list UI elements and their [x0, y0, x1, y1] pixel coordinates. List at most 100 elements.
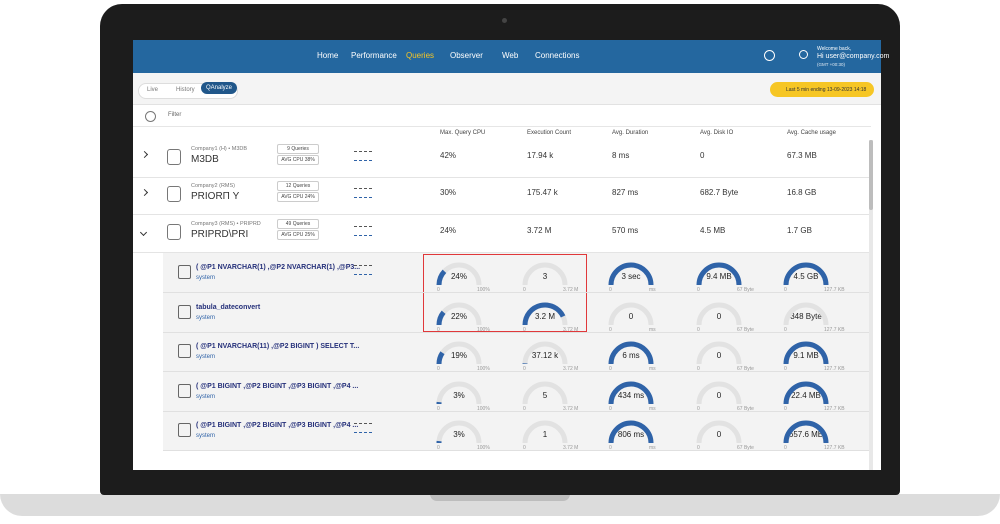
company-name: PRIPRD\PRI: [191, 229, 249, 240]
gauge-value: 19%: [450, 351, 467, 360]
gauge-min: 0: [784, 445, 787, 451]
gauge-min: 0: [784, 327, 787, 333]
query-user: system: [196, 394, 216, 400]
query-icon: [178, 423, 191, 437]
cell: 42%: [440, 151, 457, 160]
cell: 24%: [440, 226, 457, 235]
gauge-min: 0: [609, 445, 612, 451]
structure-icon: [354, 226, 372, 236]
nav-item[interactable]: Connections: [535, 51, 580, 60]
column-header[interactable]: Avg. Disk IO: [700, 130, 734, 136]
gauge-max: 67 Byte: [737, 327, 754, 333]
gauge-value: 6 ms: [622, 351, 640, 360]
gauge-min: 0: [697, 287, 700, 293]
row-divider: [163, 332, 871, 333]
gauge-value: 0: [716, 351, 722, 360]
gauge-max: 100%: [477, 406, 490, 412]
gauge-min: 0: [523, 406, 526, 412]
gauge-min: 0: [523, 366, 526, 372]
company-subtitle: Company1 (H) • M3DB: [191, 146, 248, 152]
row-divider: [163, 371, 871, 372]
gauge-max: 100%: [477, 445, 490, 451]
gauge-min: 0: [697, 327, 700, 333]
nav-item[interactable]: Performance: [351, 51, 397, 60]
gauge-min: 0: [697, 406, 700, 412]
nav-item[interactable]: Observer: [450, 51, 483, 60]
nav-item[interactable]: Queries: [406, 51, 435, 60]
gauge-value: 9.1 MB: [793, 351, 819, 360]
cell: 17.94 k: [527, 151, 554, 160]
gauge-value: 0: [716, 312, 722, 321]
gauge-max: 100%: [477, 366, 490, 372]
filter-label[interactable]: Filter: [168, 112, 182, 118]
gauge-min: 0: [523, 445, 526, 451]
gauge-max: 127.7 KB: [824, 287, 845, 293]
gauge-min: 0: [784, 287, 787, 293]
tab[interactable]: QAnalyze: [201, 82, 238, 94]
company-subtitle: Company2 (RMS): [191, 183, 236, 189]
gauge-max: 3.72 M: [563, 445, 579, 451]
query-text: ( @P1 BIGINT ,@P2 BIGINT ,@P3 BIGINT ,@P…: [196, 383, 359, 390]
company-name: M3DB: [191, 154, 219, 165]
column-header[interactable]: Avg. Cache usage: [787, 130, 836, 136]
column-header[interactable]: Execution Count: [527, 130, 572, 136]
cell: 30%: [440, 188, 457, 197]
db-icon: [167, 224, 181, 240]
user-greeting: Welcome back,: [817, 46, 852, 52]
gauge-max: ms: [649, 366, 656, 372]
date-pill[interactable]: [770, 82, 874, 97]
cpu-badge: AVG CPU 38%: [277, 155, 319, 165]
user-timezone: (GMT +00:30): [817, 62, 846, 67]
gauge-max: 3.72 M: [563, 406, 579, 412]
query-icon: [178, 344, 191, 358]
tab[interactable]: Live: [147, 87, 159, 93]
row-divider: [163, 450, 871, 451]
cell: 1.7 GB: [787, 226, 812, 235]
nav-item[interactable]: Home: [317, 51, 339, 60]
gauge-max: 127.7 KB: [824, 445, 845, 451]
cell: 8 ms: [612, 151, 630, 160]
gauge-value: 22.4 MB: [791, 391, 821, 400]
gauge-max: 67 Byte: [737, 445, 754, 451]
column-header[interactable]: Max. Query CPU: [440, 130, 486, 136]
gauge-max: 127.7 KB: [824, 327, 845, 333]
query-icon: [178, 384, 191, 398]
query-text: ( @P1 BIGINT ,@P2 BIGINT ,@P3 BIGINT ,@P…: [196, 422, 359, 429]
gauge-min: 0: [523, 327, 526, 333]
scroll-thumb[interactable]: [869, 140, 873, 210]
refresh-icon[interactable]: [145, 111, 156, 122]
row-divider: [133, 177, 871, 178]
user-icon: [799, 50, 808, 59]
gauge-max: 3.72 M: [563, 327, 579, 333]
cell: 4.5 MB: [700, 226, 726, 235]
query-user: system: [196, 275, 216, 281]
tabs-bar: [133, 73, 881, 105]
db-icon: [167, 149, 181, 165]
cell: 0: [700, 151, 705, 160]
gauge-min: 0: [437, 287, 440, 293]
tab[interactable]: History: [176, 87, 195, 93]
scrollbar: [869, 140, 873, 470]
gauge-max: 67 Byte: [737, 366, 754, 372]
query-user: system: [196, 315, 216, 321]
nav-item[interactable]: Web: [502, 51, 519, 60]
row-divider: [133, 252, 871, 253]
gauge-min: 0: [437, 406, 440, 412]
gauge-value: 0: [716, 430, 722, 439]
gauge-max: 3.72 M: [563, 287, 579, 293]
settings-icon[interactable]: [764, 50, 775, 61]
gauge-value: 1: [542, 430, 548, 439]
column-header[interactable]: Avg. Duration: [612, 130, 649, 136]
query-text: ( @P1 NVARCHAR(1) ,@P2 NVARCHAR(1) ,@P3.…: [196, 264, 361, 271]
query-icon: [178, 265, 191, 279]
row-divider: [133, 214, 871, 215]
laptop-notch: [430, 494, 570, 501]
structure-icon: [354, 188, 372, 198]
camera: [502, 18, 507, 23]
cell: 16.8 GB: [787, 188, 817, 197]
query-panel: [163, 253, 871, 450]
query-icon: [178, 305, 191, 319]
db-icon: [167, 186, 181, 202]
gauge-min: 0: [523, 287, 526, 293]
gauge-min: 0: [697, 445, 700, 451]
